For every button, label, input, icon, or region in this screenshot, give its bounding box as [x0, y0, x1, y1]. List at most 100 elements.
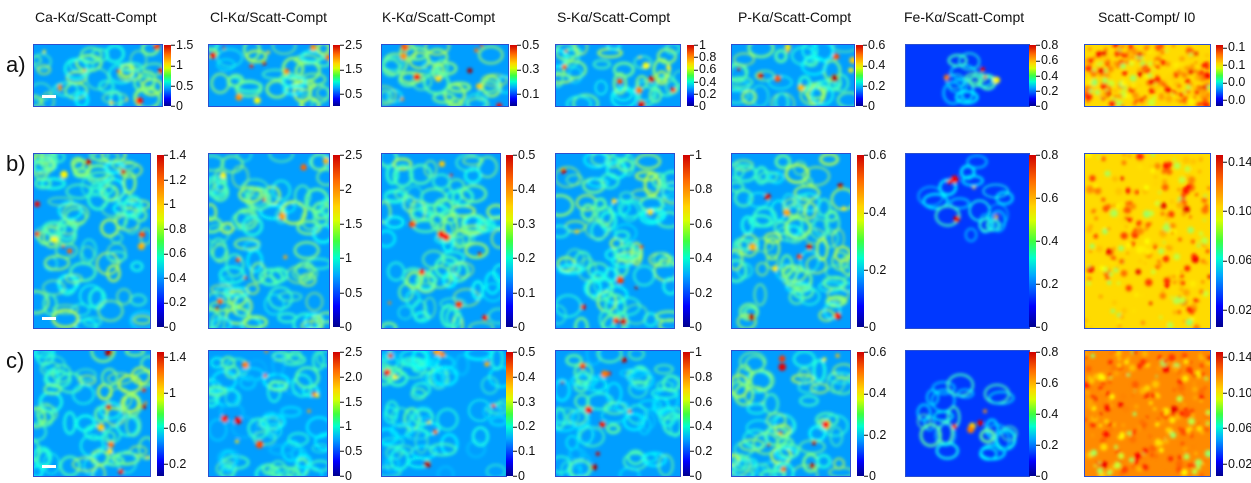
colorbar-tick-label: 0 [1036, 468, 1048, 483]
map-row1-col7 [1084, 44, 1211, 107]
column-title-1: Ca-Kα/Scatt-Compt [35, 9, 157, 25]
map-row1-col3 [381, 44, 509, 107]
colorbar-tick-label: 0.6 [163, 420, 187, 435]
colorbar-tick-label: 1 [171, 58, 183, 73]
colorbar-tick-label: 1.4 [163, 147, 187, 162]
colorbar-row1-col6 [1029, 45, 1036, 106]
colorbar-tick-label: 0.1 [516, 86, 540, 101]
colorbar-tick-label: 0 [863, 98, 875, 113]
colorbar-tick-label: 0.02 [1222, 456, 1251, 471]
row-label-a: a) [6, 52, 26, 77]
colorbar-tick-label: 0.4 [1035, 406, 1059, 421]
colorbar-tick-label: 0.2 [689, 285, 713, 300]
colorbar-tick-label: 0.4 [689, 419, 713, 434]
colorbar-tick-label: 0.1 [512, 285, 536, 300]
colorbar-tick-label: 1 [690, 147, 702, 162]
colorbar-tick-label: 2.5 [339, 147, 363, 162]
colorbar-tick-label: 0.4 [862, 58, 886, 73]
colorbar-tick-label: 0.06 [1222, 253, 1251, 268]
colorbar-row2-col5 [857, 155, 864, 327]
colorbar-tick-label: 0.6 [863, 147, 887, 162]
colorbar-tick-label: 2.5 [339, 344, 363, 359]
colorbar-tick-label: 0.8 [693, 49, 717, 64]
colorbar-tick-label: 0.8 [163, 221, 187, 236]
colorbar-tick-label: 0.2 [863, 262, 887, 277]
colorbar-tick-label: 1 [690, 344, 702, 359]
colorbar-tick-label: 0.1 [1222, 40, 1246, 55]
colorbar-tick-label: 0.0 [1222, 92, 1246, 107]
row-label-c: c) [6, 348, 25, 373]
colorbar-tick-label: 0.10 [1222, 385, 1251, 400]
colorbar-tick-label: 0.5 [512, 147, 536, 162]
map-row3-col3 [381, 350, 507, 477]
colorbar-tick-label: 2.5 [339, 37, 363, 52]
colorbar-tick-label: 0.8 [1035, 344, 1059, 359]
colorbar-row3-col4 [683, 352, 690, 476]
colorbar-tick-label: 0.6 [862, 37, 886, 52]
colorbar-tick-label: 0.4 [1035, 68, 1059, 83]
colorbar-tick-label: 1 [340, 419, 352, 434]
colorbar-tick-label: 0.6 [863, 344, 887, 359]
colorbar-tick-label: 0.2 [163, 456, 187, 471]
colorbar-tick-label: 0 [1036, 98, 1048, 113]
colorbar-tick-label: 0.5 [512, 344, 536, 359]
colorbar-tick-label: 0.06 [1222, 420, 1251, 435]
colorbar-tick-label: 0 [164, 319, 176, 334]
colorbar-tick-label: 0.10 [1222, 203, 1251, 218]
colorbar-tick-label: 1.2 [163, 172, 187, 187]
colorbar-tick-label: 1 [164, 196, 176, 211]
colorbar-row1-col4 [687, 45, 694, 106]
colorbar-tick-label: 0.2 [512, 250, 536, 265]
row-label-b: b) [6, 151, 26, 176]
colorbar-row2-col1 [157, 155, 164, 327]
colorbar-tick-label: 0 [864, 468, 876, 483]
colorbar-tick-label: 0.3 [516, 62, 540, 77]
colorbar-row3-col6 [1029, 352, 1036, 476]
colorbar-tick-label: 2 [340, 182, 352, 197]
colorbar-tick-label: 0.4 [693, 74, 717, 89]
colorbar-tick-label: 0.4 [863, 386, 887, 401]
colorbar-tick-label: 0.5 [339, 86, 363, 101]
colorbar-tick-label: 0.2 [512, 419, 536, 434]
colorbar-row3-col1 [157, 352, 164, 476]
colorbar-tick-label: 0.6 [693, 62, 717, 77]
colorbar-tick-label: 0.4 [163, 270, 187, 285]
colorbar-tick-label: 0.6 [1035, 375, 1059, 390]
colorbar-tick-label: 0.6 [689, 216, 713, 231]
colorbar-tick-label: 0.4 [512, 369, 536, 384]
map-row2-col6 [905, 153, 1030, 329]
colorbar-tick-label: 0.4 [512, 182, 536, 197]
map-row3-col7 [1084, 350, 1211, 477]
map-row1-col2 [208, 44, 330, 107]
colorbar-tick-label: 1.5 [339, 394, 363, 409]
colorbar-tick-label: 1.5 [339, 216, 363, 231]
colorbar-tick-label: 0.3 [512, 394, 536, 409]
colorbar-tick-label: 1 [164, 385, 176, 400]
column-title-6: Fe-Kα/Scatt-Compt [904, 9, 1025, 25]
colorbar-tick-label: 1 [340, 250, 352, 265]
map-row3-col1 [33, 350, 151, 477]
scale-bar [42, 95, 56, 98]
colorbar-row1-col3 [510, 45, 517, 106]
map-row1-col6 [905, 44, 1030, 107]
colorbar-tick-label: 0.2 [163, 295, 187, 310]
colorbar-row3-col3 [506, 352, 513, 476]
colorbar-tick-label: 0 [513, 319, 525, 334]
colorbar-tick-label: 0.5 [339, 443, 363, 458]
colorbar-tick-label: 0.8 [1035, 37, 1059, 52]
map-row3-col2 [208, 350, 328, 477]
colorbar-tick-label: 0 [694, 98, 706, 113]
colorbar-tick-label: 0.6 [1035, 190, 1059, 205]
colorbar-tick-label: 0.8 [1035, 147, 1059, 162]
colorbar-tick-label: 0.8 [689, 182, 713, 197]
colorbar-tick-label: 0.4 [689, 250, 713, 265]
colorbar-tick-label: 0.2 [1035, 276, 1059, 291]
colorbar-row2-col2 [333, 155, 340, 327]
colorbar-row1-col7 [1216, 45, 1223, 106]
map-row2-col2 [208, 153, 330, 329]
colorbar-tick-label: 0.1 [512, 443, 536, 458]
map-row2-col4 [555, 153, 675, 329]
colorbar-row2-col4 [683, 155, 690, 327]
map-row1-col1 [33, 44, 163, 107]
colorbar-tick-label: 0.6 [689, 394, 713, 409]
